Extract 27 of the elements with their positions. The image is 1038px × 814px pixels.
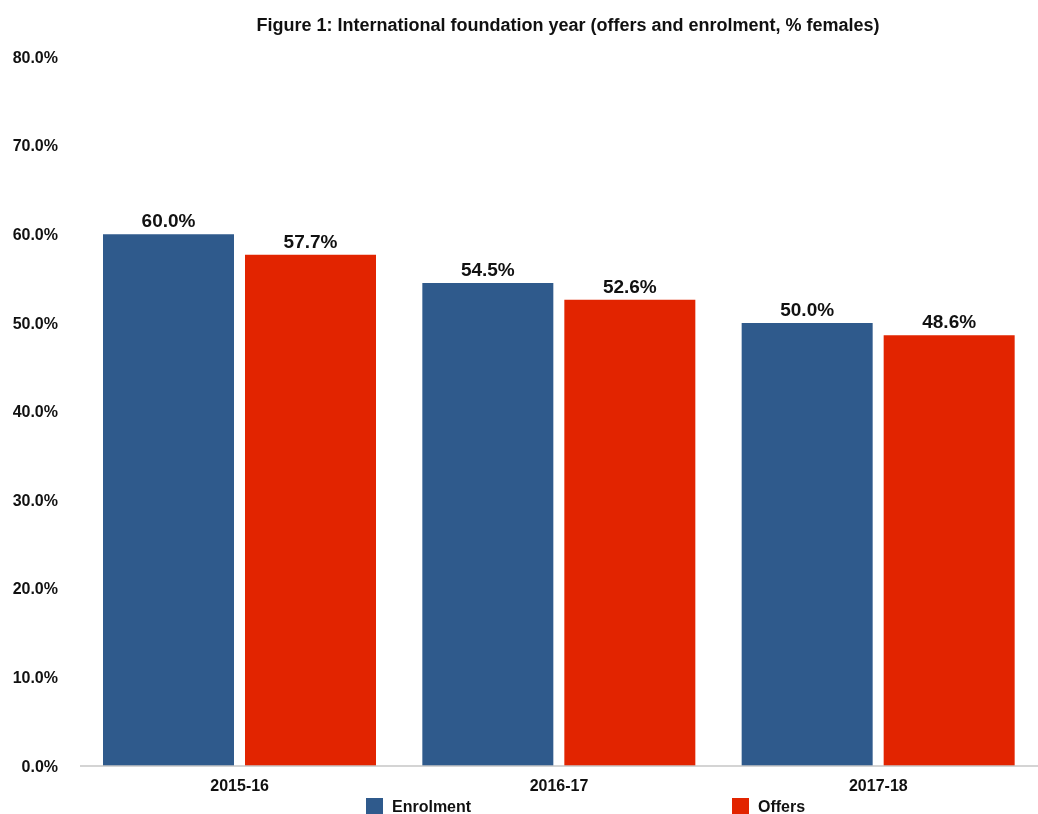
- bar: [883, 335, 1015, 766]
- data-label: 54.5%: [460, 258, 515, 280]
- data-label: 57.7%: [283, 230, 338, 252]
- chart-title: Figure 1: International foundation year (offers and enrolment, % females): [255, 14, 881, 36]
- bar: [422, 282, 554, 766]
- x-tick-label: 2017-18: [848, 777, 908, 795]
- bar: [564, 299, 696, 766]
- data-label: 50.0%: [780, 298, 835, 320]
- x-tick-label: 2016-17: [529, 777, 589, 795]
- bar: [741, 322, 873, 766]
- data-label: 48.6%: [922, 311, 977, 333]
- y-tick-label: 50.0%: [12, 314, 58, 332]
- y-tick-label: 60.0%: [12, 225, 58, 243]
- y-tick-label: 30.0%: [12, 491, 58, 509]
- data-label: 52.6%: [602, 275, 657, 297]
- y-tick-label: 70.0%: [12, 137, 58, 155]
- y-tick-label: 0.0%: [21, 757, 58, 775]
- legend-label: Enrolment: [392, 798, 472, 814]
- y-tick-label: 40.0%: [12, 403, 58, 421]
- x-tick-label: 2015-16: [210, 777, 270, 795]
- y-tick-label: 20.0%: [12, 580, 58, 598]
- data-label: 60.0%: [141, 210, 196, 232]
- bar: [103, 234, 234, 766]
- y-tick-label: 80.0%: [12, 48, 58, 66]
- y-tick-label: 10.0%: [12, 669, 58, 687]
- legend-label: Offers: [758, 798, 806, 814]
- bar: [245, 254, 376, 766]
